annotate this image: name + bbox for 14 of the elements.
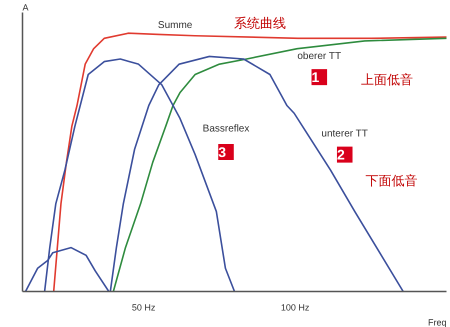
y-axis-title: A <box>22 2 29 12</box>
x-tick-label: 50 Hz <box>132 302 156 312</box>
annotation: unterer TT <box>321 128 368 140</box>
x-axis-title: Freq <box>428 318 447 327</box>
annotation: oberer TT <box>297 50 342 62</box>
x-tick-label: 100 Hz <box>280 302 310 312</box>
annotation: 上面低音 <box>361 72 414 88</box>
annotation: 2 <box>336 146 345 163</box>
annotation: 1 <box>312 69 320 86</box>
annotation: 3 <box>218 144 226 160</box>
annotation: 下面低音 <box>365 172 418 188</box>
text: 系统曲线 <box>234 15 286 30</box>
text: Summe <box>158 20 193 31</box>
annotation: Bassreflex <box>202 123 250 134</box>
